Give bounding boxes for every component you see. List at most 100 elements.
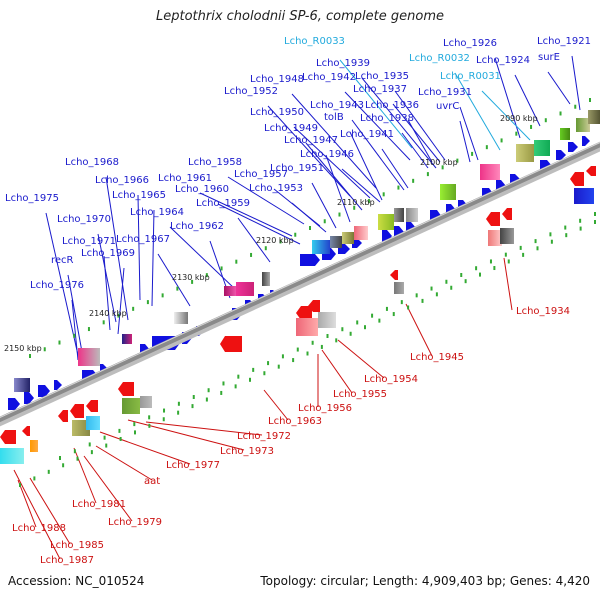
upper-gene-label: Lcho_1938 [360, 113, 414, 124]
upper-leader-line [97, 233, 117, 323]
gene-labels: Lcho_R0033 Lcho_1926 Lcho_1921 Lcho_1939 Lch… [5, 36, 591, 566]
upper-leader-line [117, 267, 125, 335]
upper-track-dot [353, 205, 356, 210]
lower-track-dot [522, 252, 525, 257]
lower-gene-label: Lcho_1972 [237, 431, 291, 442]
upper-gene-label: uvrC [436, 101, 459, 112]
lower-track-dot [579, 218, 582, 223]
reverse-gene-arrow [502, 208, 512, 220]
upper-gene-label: Lcho_R0033 [284, 36, 345, 47]
upper-gene-label: Lcho_1949 [264, 123, 318, 134]
lower-track-dot [504, 252, 507, 257]
upper-gene-label: Lcho_1971 [62, 236, 116, 247]
upper-leader-line [349, 131, 383, 201]
upper-track-dot [456, 158, 459, 163]
lower-track-dot [119, 436, 122, 441]
upper-track-dot [220, 266, 223, 271]
reverse-feature-box [140, 396, 152, 408]
forward-feature-box [378, 214, 394, 230]
upper-gene-label: Lcho_1966 [95, 175, 149, 186]
upper-track-dot [471, 151, 474, 156]
lower-track-dot [88, 442, 91, 447]
upper-leader-line [394, 90, 446, 161]
reverse-gene-arrow [570, 172, 584, 186]
upper-leader-line [459, 120, 471, 163]
lower-track-dot [364, 325, 366, 330]
upper-track-dot [426, 172, 429, 177]
forward-gene-arrow [54, 380, 62, 390]
lower-leader-line [13, 469, 61, 560]
genome-backbone [0, 141, 600, 427]
backbone-line [0, 141, 600, 423]
upper-gene-label: Lcho_1970 [57, 214, 111, 225]
forward-gene-arrow [352, 238, 362, 248]
upper-track-dot [500, 138, 503, 143]
reverse-feature-box [122, 398, 140, 414]
lower-track-dot [534, 239, 537, 244]
lower-track-dot [320, 344, 323, 349]
upper-leader-line [291, 93, 377, 189]
upper-leader-line [514, 74, 541, 127]
upper-track-dot [176, 286, 179, 291]
upper-leader-line [547, 71, 571, 105]
upper-gene-label: Lcho_1937 [353, 84, 407, 95]
lower-track-dot [400, 300, 403, 305]
forward-feature-box [14, 378, 30, 392]
upper-leader-line [267, 105, 351, 197]
upper-track-dot [544, 118, 547, 123]
lower-track-dot [73, 449, 76, 454]
upper-leader-line [381, 148, 409, 189]
upper-gene-label: tolB [324, 112, 344, 123]
lower-track-dot [90, 450, 93, 455]
lower-leader-line [83, 455, 133, 522]
lower-track-dot [430, 286, 433, 291]
upper-leader-line [344, 91, 411, 161]
upper-leader-line [291, 202, 327, 233]
lower-track-dot [349, 331, 352, 336]
lower-track-dot [415, 293, 418, 298]
lower-track-dot [326, 334, 329, 338]
reverse-feature-box [72, 420, 90, 436]
lower-gene-label: Lcho_1934 [516, 306, 570, 317]
lower-gene-label: Lcho_1988 [12, 523, 66, 534]
lower-gene-label: Lcho_1945 [410, 352, 464, 363]
upper-track-dot [87, 327, 90, 332]
upper-gene-label: Lcho_1965 [112, 190, 166, 201]
lower-leader-line [405, 303, 433, 357]
lower-track-dot [507, 259, 510, 264]
upper-track-dot [589, 98, 591, 102]
lower-track-dot [207, 388, 210, 393]
upper-leader-line [392, 103, 441, 163]
upper-leader-line [157, 253, 191, 307]
lower-gene-label: Lcho_1979 [108, 517, 162, 528]
lower-leader-line [337, 339, 385, 379]
lower-track-dot [371, 313, 374, 318]
kbp-tick-label: 2120 kbp [256, 236, 294, 245]
lower-track-dot [148, 423, 151, 428]
upper-track-dot [264, 246, 267, 251]
lower-track-dot [475, 266, 478, 271]
lower-track-dot [594, 212, 596, 216]
upper-leader-line [137, 194, 141, 301]
lower-track-dot [47, 469, 50, 474]
reverse-gene-arrow [390, 270, 398, 280]
upper-gene-label: Lcho_1939 [316, 58, 370, 69]
lower-track-dot [385, 306, 388, 311]
lower-gene-label: Lcho_1963 [268, 416, 322, 427]
lower-track-dot [460, 273, 463, 277]
upper-leader-line [67, 274, 83, 353]
upper-gene-label: Lcho_R0031 [440, 71, 501, 82]
upper-leader-line [217, 203, 301, 245]
lower-track-dot [565, 233, 568, 238]
forward-gene-arrow [582, 136, 590, 146]
lower-track-dot [177, 410, 180, 415]
reverse-gene-arrow [586, 166, 596, 176]
upper-track-dot [515, 131, 518, 136]
lower-gene-label: Lcho_1956 [298, 403, 352, 414]
lower-track-dot [493, 266, 496, 271]
lower-gene-label: Lcho_1955 [333, 389, 387, 400]
upper-leader-line [311, 182, 337, 229]
upper-gene-label: recR [51, 255, 74, 266]
lower-track-dot [252, 367, 255, 372]
reverse-feature-box [500, 228, 514, 244]
